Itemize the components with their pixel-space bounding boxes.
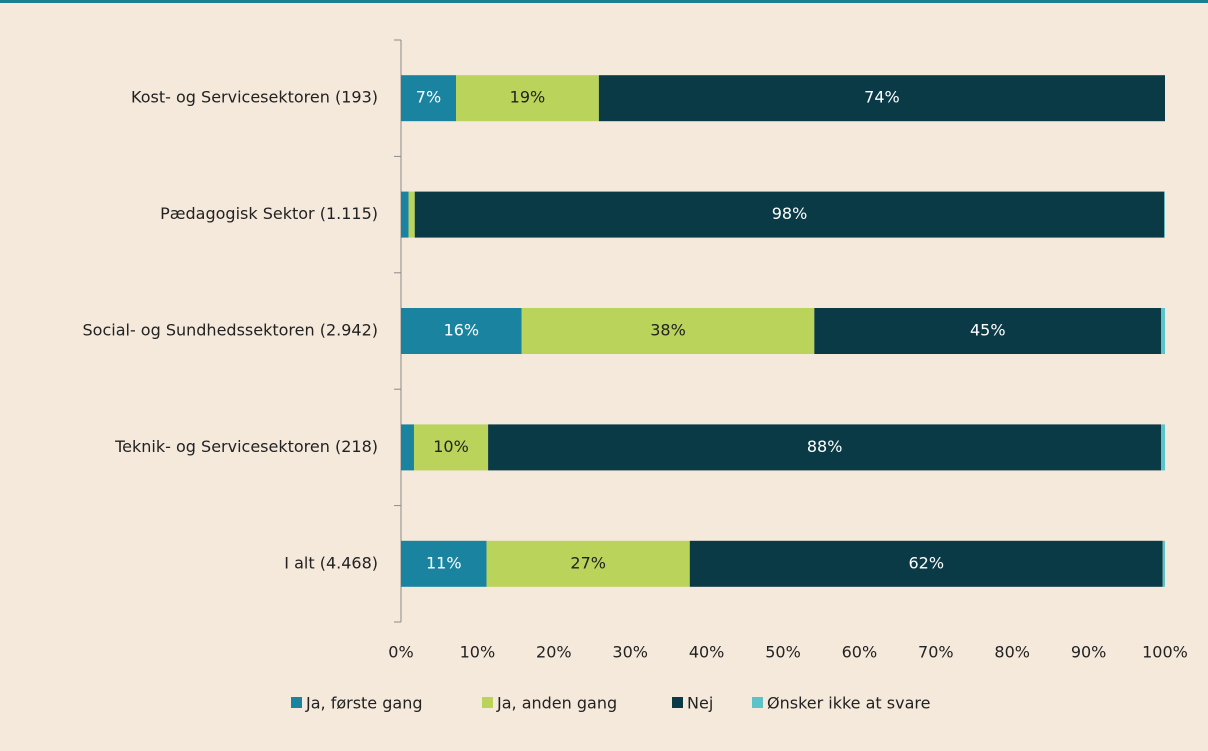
value-label: 7% bbox=[416, 88, 441, 107]
legend-swatch bbox=[672, 697, 683, 708]
value-label: 27% bbox=[570, 553, 606, 572]
bar-segment bbox=[401, 540, 487, 587]
value-label: 38% bbox=[650, 321, 686, 340]
value-label: 62% bbox=[908, 553, 944, 572]
x-tick-label: 80% bbox=[994, 643, 1030, 662]
bar-segment bbox=[401, 308, 522, 354]
bar-segment bbox=[1162, 540, 1165, 587]
bar-segment bbox=[521, 308, 815, 354]
value-label: 45% bbox=[970, 321, 1006, 340]
x-tick-label: 60% bbox=[842, 643, 878, 662]
bar-segment bbox=[408, 191, 415, 238]
bar-segment bbox=[414, 191, 1165, 238]
x-tick-label: 20% bbox=[536, 643, 572, 662]
legend-swatch bbox=[752, 697, 763, 708]
category-label: Kost- og Servicesektoren (193) bbox=[131, 88, 378, 107]
value-label: 19% bbox=[510, 88, 546, 107]
bar-segment bbox=[1164, 191, 1165, 238]
bar-segment bbox=[456, 75, 599, 122]
category-label: Pædagogisk Sektor (1.115) bbox=[160, 204, 378, 223]
category-label: Social- og Sundhedssektoren (2.942) bbox=[83, 321, 379, 340]
x-tick-label: 0% bbox=[388, 643, 413, 662]
x-tick-label: 50% bbox=[765, 643, 801, 662]
bar-segment bbox=[486, 540, 690, 587]
value-label: 10% bbox=[433, 437, 469, 456]
bar-segment bbox=[413, 424, 489, 471]
value-label: 98% bbox=[772, 204, 808, 223]
bar-segment bbox=[814, 308, 1162, 354]
value-label: 88% bbox=[807, 437, 843, 456]
legend-label: Ønsker ikke at svare bbox=[767, 694, 930, 713]
bar-segment bbox=[689, 540, 1163, 587]
bar-segment bbox=[401, 75, 457, 122]
value-label: 11% bbox=[426, 553, 462, 572]
x-tick-label: 100% bbox=[1142, 643, 1188, 662]
legend-swatch bbox=[291, 697, 302, 708]
x-tick-label: 70% bbox=[918, 643, 954, 662]
bar-segment bbox=[1161, 424, 1165, 471]
bar-segment bbox=[401, 191, 409, 238]
legend-label: Ja, anden gang bbox=[496, 694, 617, 713]
category-label: I alt (4.468) bbox=[284, 553, 378, 572]
value-label: 16% bbox=[444, 321, 480, 340]
top-rule bbox=[0, 0, 1208, 3]
value-label: 74% bbox=[864, 88, 900, 107]
x-tick-label: 90% bbox=[1071, 643, 1107, 662]
category-label: Teknik- og Servicesektoren (218) bbox=[114, 437, 378, 456]
legend-label: Nej bbox=[687, 694, 713, 713]
x-tick-label: 30% bbox=[612, 643, 648, 662]
x-tick-label: 10% bbox=[460, 643, 496, 662]
bar-segment bbox=[401, 424, 414, 471]
legend-label: Ja, første gang bbox=[305, 694, 423, 713]
bar-segment bbox=[488, 424, 1162, 471]
legend-swatch bbox=[482, 697, 493, 708]
bar-segment bbox=[1161, 308, 1165, 354]
bar-segment bbox=[598, 75, 1165, 122]
x-tick-label: 40% bbox=[689, 643, 725, 662]
